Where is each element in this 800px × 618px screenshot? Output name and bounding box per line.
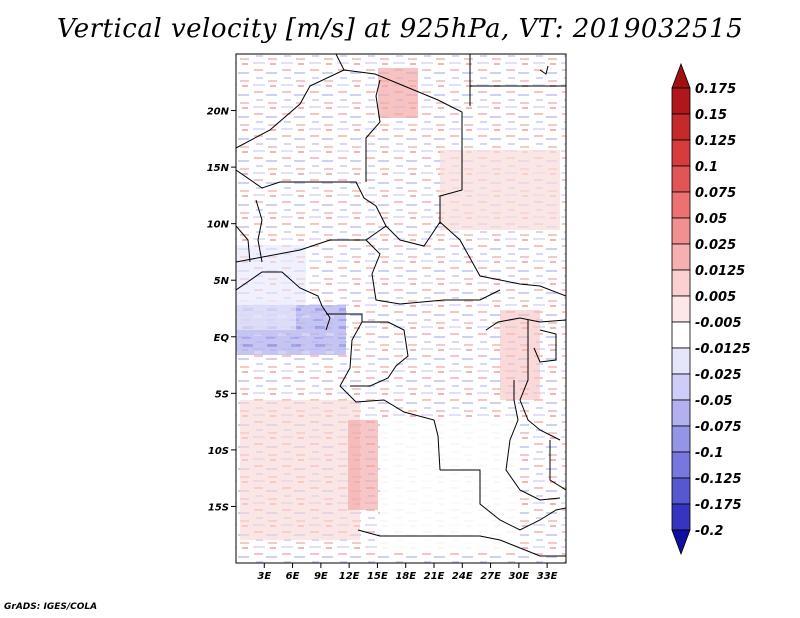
colorbar-swatch: [671, 243, 691, 271]
colorbar-label: -0.125: [695, 472, 742, 487]
vertical-velocity-field: [236, 54, 566, 563]
colorbar-label: 0.005: [695, 290, 736, 305]
colorbar-label: 0.075: [695, 186, 736, 201]
colorbar-label: -0.2: [695, 524, 723, 539]
map-frame: [235, 53, 567, 564]
country-borders: [236, 54, 566, 557]
colorbar-swatch: [671, 295, 691, 323]
colorbar-swatch: [671, 113, 691, 141]
colorbar-swatch: [671, 191, 691, 219]
colorbar-swatch: [671, 321, 691, 349]
lon-tick-label: 24E: [452, 571, 473, 582]
colorbar-swatch: [671, 139, 691, 167]
colorbar-label: 0.0125: [695, 264, 745, 279]
colorbar-label: 0.125: [695, 134, 736, 149]
latitude-axis: 20N 15N 10N 5N EQ 5S 10S 15S: [207, 107, 236, 513]
longitude-axis: 3E 6E 9E 12E 15E 18E 21E 24E 27E 30E 33E: [257, 563, 558, 582]
colorbar-swatch: [671, 503, 691, 531]
colorbar-label: -0.05: [695, 394, 732, 409]
lon-tick-label: 27E: [480, 571, 501, 582]
lon-tick-label: 18E: [395, 571, 416, 582]
colorbar-label: 0.05: [695, 212, 727, 227]
colorbar-label: -0.175: [695, 498, 742, 513]
colorbar-bottom-arrow: [671, 529, 691, 556]
lon-tick-label: 21E: [424, 571, 445, 582]
lat-tick-label: 10S: [208, 446, 229, 457]
chart-title: Vertical velocity [m/s] at 925hPa, VT: 2…: [56, 14, 744, 44]
colorbar-swatch: [671, 269, 691, 297]
colorbar-label: -0.005: [695, 316, 742, 331]
colorbar-swatch: [671, 165, 691, 193]
colorbar-label: 0.1: [695, 160, 718, 175]
lat-tick-label: 20N: [207, 107, 230, 118]
color-legend: 0.175 0.15 0.125 0.1 0.075 0.05 0.025 0.0125 0.0…: [671, 62, 751, 556]
lon-tick-label: 6E: [286, 571, 300, 582]
colorbar-swatch: [671, 347, 691, 375]
colorbar-swatch: [671, 451, 691, 479]
colorbar-swatch: [671, 373, 691, 401]
lon-tick-label: 30E: [508, 571, 529, 582]
colorbar-label: -0.075: [695, 420, 742, 435]
lat-tick-label: 5S: [215, 389, 229, 400]
colorbar-label: -0.025: [695, 368, 742, 383]
lon-tick-label: 9E: [314, 571, 328, 582]
lat-tick-label: 10N: [207, 220, 230, 231]
colorbar-swatch: [671, 425, 691, 453]
lat-tick-label: EQ: [214, 333, 230, 344]
colorbar-label: 0.175: [695, 82, 736, 97]
lon-tick-label: 12E: [339, 571, 360, 582]
lon-tick-label: 33E: [537, 571, 558, 582]
lat-tick-label: 5N: [214, 276, 230, 287]
colorbar-label: 0.15: [695, 108, 727, 123]
colorbar-swatch: [671, 399, 691, 427]
grads-credit: GrADS: IGES/COLA: [4, 602, 98, 612]
lon-tick-label: 15E: [367, 571, 388, 582]
colorbar-swatch: [671, 217, 691, 245]
lat-tick-label: 15S: [208, 502, 229, 513]
lon-tick-label: 3E: [257, 571, 271, 582]
colorbar-swatch: [671, 477, 691, 505]
colorbar-swatch: [671, 87, 691, 115]
colorbar-top-arrow: [671, 62, 691, 89]
lat-tick-label: 15N: [207, 163, 230, 174]
colorbar-label: 0.025: [695, 238, 736, 253]
colorbar-label: -0.0125: [695, 342, 751, 357]
colorbar-label: -0.1: [695, 446, 723, 461]
